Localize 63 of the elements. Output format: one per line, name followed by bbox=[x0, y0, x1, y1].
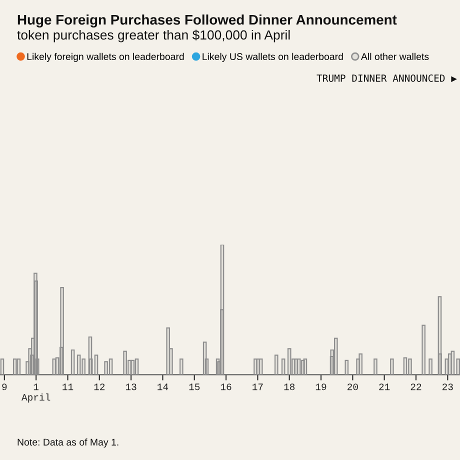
bar bbox=[303, 358, 308, 375]
text: Note: Data as of May 1. bbox=[18, 438, 118, 448]
bar bbox=[35, 358, 40, 375]
bar bbox=[258, 358, 263, 375]
bar bbox=[344, 360, 349, 375]
legend-label: Likely US wallets on leaderboard bbox=[202, 52, 343, 62]
bar bbox=[374, 358, 378, 375]
bar bbox=[94, 354, 98, 375]
bar bbox=[281, 358, 286, 375]
bar bbox=[108, 358, 113, 375]
x-tick-label: 12 bbox=[94, 384, 105, 390]
bar bbox=[169, 348, 173, 375]
bar bbox=[403, 357, 408, 375]
x-tick-label: 22 bbox=[410, 384, 422, 390]
bar bbox=[456, 358, 460, 375]
x-tick-label: 17 bbox=[252, 384, 263, 390]
bar bbox=[287, 348, 292, 375]
bar bbox=[70, 349, 75, 375]
bar bbox=[428, 358, 432, 375]
bar bbox=[130, 360, 135, 375]
bar bbox=[104, 361, 108, 375]
bar bbox=[204, 358, 209, 375]
bar bbox=[88, 358, 93, 375]
x-tick-label: 18 bbox=[284, 384, 295, 390]
bar bbox=[438, 353, 442, 375]
x-tick-label: 1 April bbox=[22, 384, 50, 403]
x-tick-label: 19 bbox=[316, 384, 326, 390]
bar bbox=[408, 358, 412, 375]
x-tick-label: 11 bbox=[62, 384, 74, 390]
bar bbox=[55, 357, 60, 375]
bar bbox=[12, 358, 17, 375]
bar bbox=[76, 354, 81, 375]
x-tick-label: 16 bbox=[220, 384, 232, 390]
chart-title: Huge Foreign Purchases Followed Dinner Announcement bbox=[18, 14, 397, 28]
x-tick-label: 20 bbox=[348, 384, 358, 390]
bar bbox=[390, 358, 394, 375]
bar bbox=[0, 358, 4, 375]
bar bbox=[330, 349, 334, 375]
bar bbox=[296, 358, 301, 375]
legend-label: Likely foreign wallets on leaderboard bbox=[27, 52, 184, 62]
x-tick-label: 9 bbox=[2, 384, 7, 390]
bar bbox=[334, 338, 338, 375]
bar bbox=[16, 358, 21, 375]
legend-label: All other wallets bbox=[360, 52, 429, 60]
bar bbox=[60, 287, 64, 375]
bar bbox=[422, 324, 426, 375]
bar bbox=[180, 358, 184, 375]
bar bbox=[220, 244, 224, 375]
text: TRUMP DINNER ANNOUNCED ▶ bbox=[316, 74, 457, 82]
x-tick-label: 23 bbox=[442, 384, 453, 390]
bar bbox=[123, 350, 127, 375]
x-tick-label: 13 bbox=[126, 384, 136, 390]
bar bbox=[82, 358, 86, 375]
bar bbox=[52, 358, 56, 375]
bar bbox=[450, 350, 455, 375]
x-tick-label: 15 bbox=[189, 384, 200, 390]
bar bbox=[134, 358, 139, 375]
bar bbox=[166, 327, 170, 375]
chart-subtitle: token purchases greater than $100,000 in April bbox=[17, 30, 290, 42]
x-tick-label: 14 bbox=[158, 384, 168, 390]
bar bbox=[358, 353, 362, 375]
x-tick-label: 21 bbox=[379, 384, 390, 390]
bar bbox=[274, 354, 278, 375]
